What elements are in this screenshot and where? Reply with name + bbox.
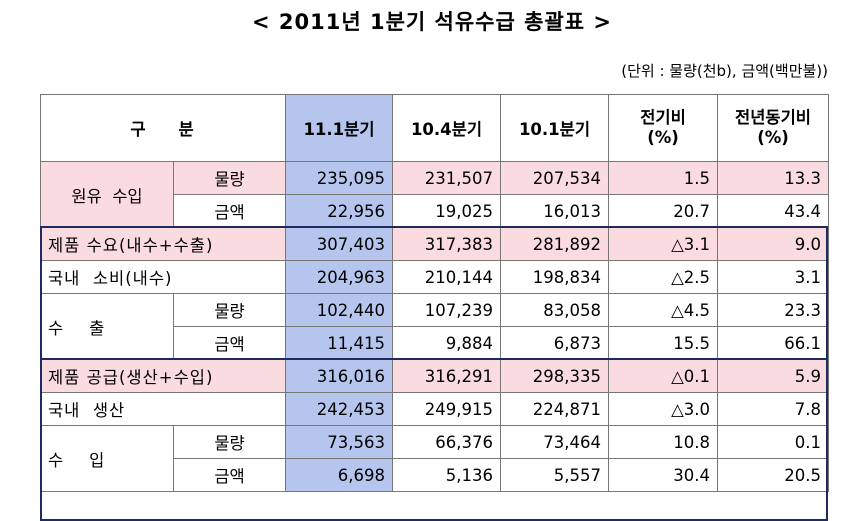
cell-q1-2011: 204,963	[285, 260, 393, 294]
row-label: 수 출	[40, 293, 174, 360]
page-title: < 2011년 1분기 석유수급 총괄표 >	[251, 10, 612, 34]
table-row: 원유 수입 물량 235,095 231,507 207,534 1.5 13.…	[40, 161, 829, 228]
cell-yoy: 5.9	[717, 359, 829, 393]
header-q1-2011: 11.1분기	[285, 94, 393, 162]
cell-q4-2010: 66,376	[392, 425, 501, 459]
table-row: 금액 11,415 9,884 6,873 15.5 66.1	[41, 326, 829, 360]
row-sublabel: 물량	[173, 425, 286, 459]
table-row: 국내 생산 242,453 249,915 224,871 △3.0 7.8	[40, 392, 829, 426]
header-yoy-unit: (%)	[757, 128, 789, 147]
header-qoq-label: 전기비	[640, 108, 686, 127]
cell-q1-2010: 16,013	[500, 194, 609, 228]
table-row: 수 입 물량 73,563 66,376 73,464 10.8 0.1	[40, 425, 829, 492]
cell-yoy: 66.1	[717, 326, 829, 360]
row-label: 제품 공급(생산+수입)	[40, 359, 286, 393]
table-row: 국내 소비(내수) 204,963 210,144 198,834 △2.5 3…	[40, 260, 829, 294]
cell-q4-2010: 210,144	[392, 260, 501, 294]
row-label: 수 입	[40, 425, 174, 492]
cell-q4-2010: 5,136	[392, 458, 501, 492]
table-row: 제품 공급(생산+수입) 316,016 316,291 298,335 △0.…	[40, 359, 829, 393]
header-category: 구 분	[40, 94, 286, 162]
cell-q1-2010: 198,834	[500, 260, 609, 294]
cell-q1-2010: 281,892	[500, 227, 609, 261]
table-row: 제품 수요(내수+수출) 307,403 317,383 281,892 △3.…	[40, 227, 829, 261]
row-sublabel: 금액	[173, 458, 286, 492]
row-label: 원유 수입	[40, 161, 174, 228]
row-sublabel: 물량	[173, 293, 286, 327]
cell-q1-2010: 5,557	[500, 458, 609, 492]
cell-qoq: 15.5	[608, 326, 718, 360]
cell-q4-2010: 19,025	[392, 194, 501, 228]
cell-q1-2010: 207,534	[500, 161, 609, 195]
cell-qoq: 20.7	[608, 194, 718, 228]
cell-qoq: △2.5	[608, 260, 718, 294]
cell-q1-2010: 298,335	[500, 359, 609, 393]
row-sublabel: 금액	[173, 326, 286, 360]
header-yoy-label: 전년동기비	[735, 108, 811, 127]
cell-q1-2010: 224,871	[500, 392, 609, 426]
cell-q4-2010: 231,507	[392, 161, 501, 195]
cell-yoy: 13.3	[717, 161, 829, 195]
cell-q1-2011: 6,698	[285, 458, 393, 492]
table-row: 수 출 물량 102,440 107,239 83,058 △4.5 23.3	[40, 293, 829, 360]
cell-q1-2011: 316,016	[285, 359, 393, 393]
cell-q4-2010: 107,239	[392, 293, 501, 327]
cell-q4-2010: 9,884	[392, 326, 501, 360]
row-label: 국내 소비(내수)	[40, 260, 286, 294]
header-qoq-unit: (%)	[647, 128, 679, 147]
table-row: 금액 22,956 19,025 16,013 20.7 43.4	[41, 194, 829, 228]
cell-q1-2011: 102,440	[285, 293, 393, 327]
row-label: 국내 생산	[40, 392, 286, 426]
supply-summary-table: 구 분 11.1분기 10.4분기 10.1분기 전기비 (%) 전년동기비 (…	[40, 94, 829, 492]
cell-q1-2011: 22,956	[285, 194, 393, 228]
cell-qoq: 10.8	[608, 425, 718, 459]
cell-yoy: 23.3	[717, 293, 829, 327]
cell-yoy: 0.1	[717, 425, 829, 459]
cell-q1-2011: 242,453	[285, 392, 393, 426]
cell-yoy: 9.0	[717, 227, 829, 261]
cell-q1-2010: 73,464	[500, 425, 609, 459]
cell-q1-2011: 235,095	[285, 161, 393, 195]
cell-q1-2011: 73,563	[285, 425, 393, 459]
unit-note: (단위 : 물량(천b), 금액(백만불))	[621, 62, 828, 80]
cell-q1-2010: 6,873	[500, 326, 609, 360]
cell-qoq: △3.1	[608, 227, 718, 261]
cell-q4-2010: 317,383	[392, 227, 501, 261]
cell-q1-2011: 11,415	[285, 326, 393, 360]
cell-q4-2010: 316,291	[392, 359, 501, 393]
row-sublabel: 금액	[173, 194, 286, 228]
cell-q1-2011: 307,403	[285, 227, 393, 261]
cell-yoy: 7.8	[717, 392, 829, 426]
table-row: 금액 6,698 5,136 5,557 30.4 20.5	[41, 458, 829, 492]
row-sublabel: 물량	[173, 161, 286, 195]
cell-q1-2010: 83,058	[500, 293, 609, 327]
cell-q4-2010: 249,915	[392, 392, 501, 426]
header-q1-2010: 10.1분기	[500, 94, 609, 162]
header-q4-2010: 10.4분기	[392, 94, 501, 162]
header-yoy: 전년동기비 (%)	[717, 94, 829, 162]
header-row: 구 분 11.1분기 10.4분기 10.1분기 전기비 (%) 전년동기비 (…	[40, 94, 829, 162]
cell-qoq: 30.4	[608, 458, 718, 492]
cell-yoy: 43.4	[717, 194, 829, 228]
cell-qoq: △4.5	[608, 293, 718, 327]
header-qoq: 전기비 (%)	[608, 94, 718, 162]
cell-yoy: 3.1	[717, 260, 829, 294]
cell-qoq: △3.0	[608, 392, 718, 426]
cell-yoy: 20.5	[717, 458, 829, 492]
cell-qoq: △0.1	[608, 359, 718, 393]
row-label: 제품 수요(내수+수출)	[40, 227, 286, 261]
cell-qoq: 1.5	[608, 161, 718, 195]
